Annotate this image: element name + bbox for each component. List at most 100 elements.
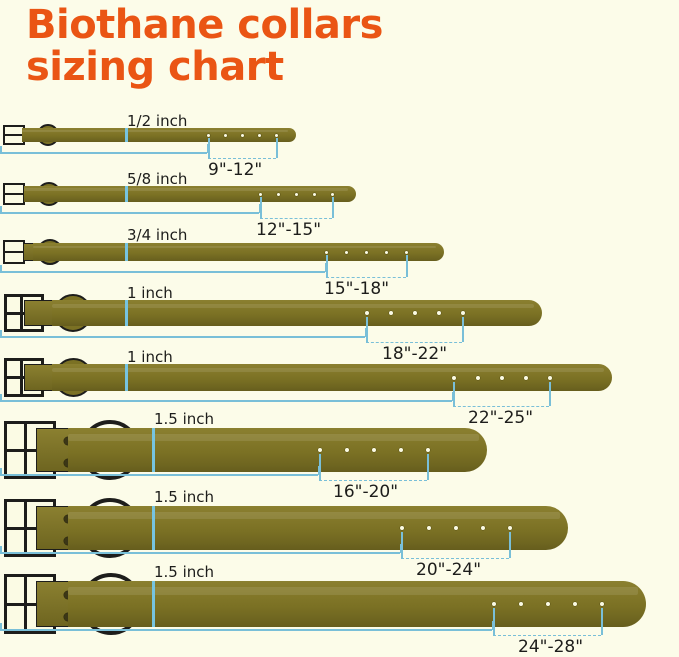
baseline-start-tick (0, 468, 2, 475)
adjustment-hole (372, 448, 376, 452)
adjustment-hole (345, 250, 348, 254)
adjustment-hole (600, 602, 604, 606)
adjustment-hole (437, 311, 441, 315)
size-range-line (401, 558, 509, 559)
measurement-baseline (0, 336, 365, 338)
strap-width-label: 1 inch (127, 348, 173, 366)
strap-width-label: 1.5 inch (154, 563, 215, 581)
strap-width-label: 1 inch (127, 284, 173, 302)
adjustment-hole (426, 448, 430, 452)
buckle-tongue (12, 251, 23, 253)
baseline-start-tick (0, 623, 2, 630)
collar-strap (68, 506, 568, 550)
baseline-start-tick (0, 330, 2, 337)
adjustment-hole (389, 311, 393, 315)
size-range-end-tick (406, 255, 408, 277)
size-range-start-tick (401, 532, 403, 558)
adjustment-hole (452, 375, 456, 380)
size-range-line (208, 158, 276, 159)
size-range-start-tick (208, 138, 210, 158)
adjustment-hole (313, 192, 316, 196)
size-range-start-tick (493, 608, 495, 635)
measurement-baseline (0, 400, 452, 402)
baseline-end-tick (318, 466, 320, 475)
strap-width-label: 5/8 inch (127, 170, 188, 188)
buckle-tongue (12, 193, 23, 195)
adjustment-hole (258, 133, 261, 137)
baseline-start-tick (0, 265, 2, 272)
collar-strap (68, 428, 487, 472)
adjustment-hole (385, 250, 388, 254)
buckle-frame (3, 240, 25, 264)
strap-width-indicator (125, 128, 128, 142)
baseline-start-tick (0, 546, 2, 553)
buckle-tongue (12, 134, 23, 136)
size-range-label: 16"-20" (333, 482, 399, 502)
adjustment-hole (318, 448, 322, 452)
baseline-end-tick (400, 544, 402, 553)
measurement-baseline (0, 152, 207, 154)
strap-width-indicator (152, 506, 155, 550)
collar-strap (33, 243, 444, 261)
adjustment-hole (224, 133, 227, 137)
baseline-end-tick (207, 144, 209, 153)
collar-strap (22, 128, 296, 142)
collar-strap (24, 186, 356, 202)
adjustment-hole (275, 133, 278, 137)
size-range-label: 9"-12" (208, 160, 263, 180)
collar-strap (52, 300, 542, 326)
strap-width-indicator (125, 186, 128, 202)
size-range-label: 24"-28" (518, 637, 584, 657)
adjustment-hole (413, 311, 417, 315)
adjustment-hole (365, 250, 368, 254)
strap-width-label: 1/2 inch (127, 112, 188, 130)
strap-width-label: 1.5 inch (154, 410, 215, 428)
adjustment-hole (508, 526, 512, 530)
baseline-start-tick (0, 206, 2, 213)
baseline-start-tick (0, 394, 2, 401)
strap-width-indicator (152, 581, 155, 627)
size-range-end-tick (601, 608, 603, 635)
size-range-end-tick (276, 138, 278, 158)
size-range-start-tick (453, 381, 455, 406)
strap-width-indicator (125, 364, 128, 391)
baseline-end-tick (492, 621, 494, 630)
strap-width-indicator (125, 300, 128, 326)
buckle-frame (3, 183, 25, 205)
baseline-end-tick (452, 392, 454, 401)
size-range-label: 12"-15" (256, 220, 322, 240)
measurement-baseline (0, 474, 318, 476)
size-range-start-tick (260, 197, 262, 218)
strap-width-label: 3/4 inch (127, 226, 188, 244)
size-range-line (366, 342, 462, 343)
strap-width-indicator (125, 243, 128, 261)
adjustment-hole (277, 192, 280, 196)
size-range-line (260, 218, 332, 219)
strap-width-label: 1.5 inch (154, 488, 215, 506)
strap-width-indicator (152, 428, 155, 472)
size-range-end-tick (427, 454, 429, 480)
baseline-start-tick (0, 146, 2, 153)
size-range-end-tick (462, 317, 464, 342)
size-range-start-tick (366, 317, 368, 342)
adjustment-hole (481, 526, 485, 530)
adjustment-hole (519, 602, 523, 606)
adjustment-hole (345, 448, 349, 452)
page-title: Biothane collars sizing chart (26, 2, 383, 90)
adjustment-hole (548, 375, 552, 380)
adjustment-hole (400, 526, 404, 530)
adjustment-hole (476, 375, 480, 380)
size-range-line (326, 277, 406, 278)
size-range-line (319, 480, 427, 481)
measurement-baseline (0, 212, 259, 214)
adjustment-hole (241, 133, 244, 137)
adjustment-hole (492, 602, 496, 606)
adjustment-hole (331, 192, 334, 196)
measurement-baseline (0, 629, 492, 631)
adjustment-hole (427, 526, 431, 530)
size-range-end-tick (332, 197, 334, 218)
size-range-start-tick (319, 454, 321, 480)
buckle-frame (3, 125, 25, 145)
baseline-end-tick (259, 204, 261, 213)
size-range-label: 20"-24" (416, 560, 482, 580)
